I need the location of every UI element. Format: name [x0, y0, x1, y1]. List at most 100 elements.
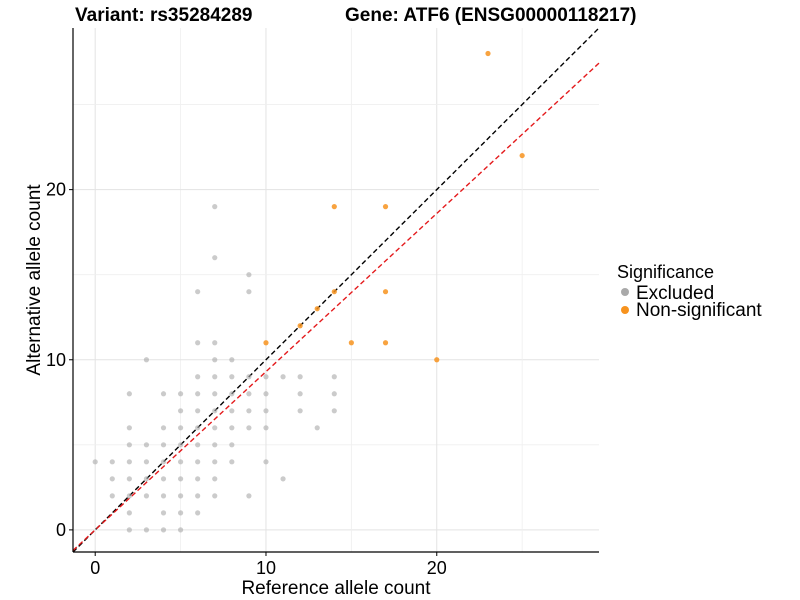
point-excluded	[177, 493, 184, 499]
point-non-significant	[382, 340, 389, 346]
point-excluded	[177, 408, 184, 414]
point-excluded	[212, 374, 218, 380]
point-excluded	[229, 357, 235, 363]
point-excluded	[280, 374, 286, 380]
point-non-significant	[314, 306, 320, 312]
point-excluded	[195, 408, 201, 414]
point-excluded	[263, 391, 269, 397]
y-tick-label: 0	[56, 520, 66, 540]
point-non-significant	[519, 152, 525, 159]
point-excluded	[263, 408, 269, 414]
point-excluded	[246, 408, 252, 414]
point-excluded	[160, 493, 167, 499]
point-excluded	[331, 374, 337, 380]
legend-label-non-significant: Non-significant	[636, 300, 762, 321]
point-excluded	[212, 493, 218, 499]
point-excluded	[229, 425, 235, 431]
point-excluded	[160, 459, 167, 465]
point-excluded	[212, 391, 218, 397]
point-excluded	[229, 391, 235, 397]
point-excluded	[195, 391, 201, 397]
point-excluded	[126, 476, 132, 482]
point-excluded	[297, 408, 303, 414]
point-excluded	[212, 442, 218, 448]
point-excluded	[143, 493, 150, 499]
point-excluded	[160, 391, 167, 397]
point-excluded	[263, 374, 269, 380]
point-excluded	[229, 408, 235, 414]
point-excluded	[229, 374, 235, 380]
point-non-significant	[434, 357, 440, 363]
point-excluded	[246, 289, 252, 295]
point-excluded	[109, 493, 115, 499]
point-excluded	[246, 374, 252, 380]
legend-label-excluded: Excluded	[636, 283, 714, 304]
point-excluded	[212, 204, 218, 210]
point-non-significant	[263, 340, 269, 346]
point-excluded	[109, 476, 115, 482]
point-excluded	[263, 459, 269, 465]
point-non-significant	[382, 289, 389, 295]
point-excluded	[177, 510, 184, 516]
point-excluded	[314, 425, 320, 431]
axes	[72, 28, 599, 553]
point-excluded	[92, 459, 98, 465]
x-tick-label: 20	[427, 558, 447, 578]
point-excluded	[297, 391, 303, 397]
point-excluded	[126, 442, 132, 448]
grid-layer	[73, 28, 599, 552]
point-excluded	[246, 391, 252, 397]
point-excluded	[143, 527, 150, 533]
point-non-significant	[331, 289, 337, 295]
point-excluded	[212, 459, 218, 465]
point-excluded	[126, 425, 132, 431]
point-excluded	[177, 391, 184, 397]
point-excluded	[160, 510, 167, 516]
point-excluded	[160, 442, 167, 448]
point-excluded	[177, 459, 184, 465]
point-excluded	[126, 493, 132, 499]
point-excluded	[177, 442, 184, 448]
point-excluded	[212, 425, 218, 431]
point-excluded	[177, 476, 184, 482]
point-excluded	[229, 442, 235, 448]
point-non-significant	[382, 204, 389, 210]
point-excluded	[212, 340, 218, 346]
point-excluded	[331, 408, 337, 414]
point-excluded	[229, 459, 235, 465]
point-excluded	[263, 425, 269, 431]
tick-labels: 0 10 20 0 10 20	[46, 180, 447, 578]
point-excluded	[280, 476, 286, 482]
point-excluded	[195, 289, 201, 295]
point-excluded	[126, 510, 132, 516]
x-axis-title: Reference allele count	[241, 578, 431, 599]
chart-title-variant: Variant: rs35284289	[75, 5, 252, 26]
point-non-significant	[297, 323, 303, 329]
point-excluded	[331, 391, 337, 397]
point-excluded	[195, 459, 201, 465]
point-excluded	[126, 459, 132, 465]
point-excluded	[195, 442, 201, 448]
point-excluded	[195, 493, 201, 499]
point-excluded	[126, 391, 132, 397]
x-tick-label: 0	[90, 558, 100, 578]
legend-title: Significance	[617, 262, 714, 282]
point-excluded	[195, 374, 201, 380]
legend: Significance Excluded Non-significant	[617, 262, 762, 321]
point-excluded	[212, 357, 218, 363]
point-excluded	[212, 476, 218, 482]
point-excluded	[126, 527, 132, 533]
y-tick-label: 10	[46, 350, 66, 370]
point-excluded	[143, 476, 150, 482]
y-tick-label: 20	[46, 180, 66, 200]
point-excluded	[212, 255, 218, 261]
point-excluded	[246, 493, 252, 499]
legend-key-excluded	[621, 288, 629, 296]
x-tick-label: 10	[256, 558, 276, 578]
point-excluded	[246, 425, 252, 431]
point-excluded	[195, 340, 201, 346]
point-excluded	[160, 527, 167, 533]
point-non-significant	[348, 340, 354, 346]
point-non-significant	[485, 50, 491, 57]
point-excluded	[143, 442, 150, 448]
